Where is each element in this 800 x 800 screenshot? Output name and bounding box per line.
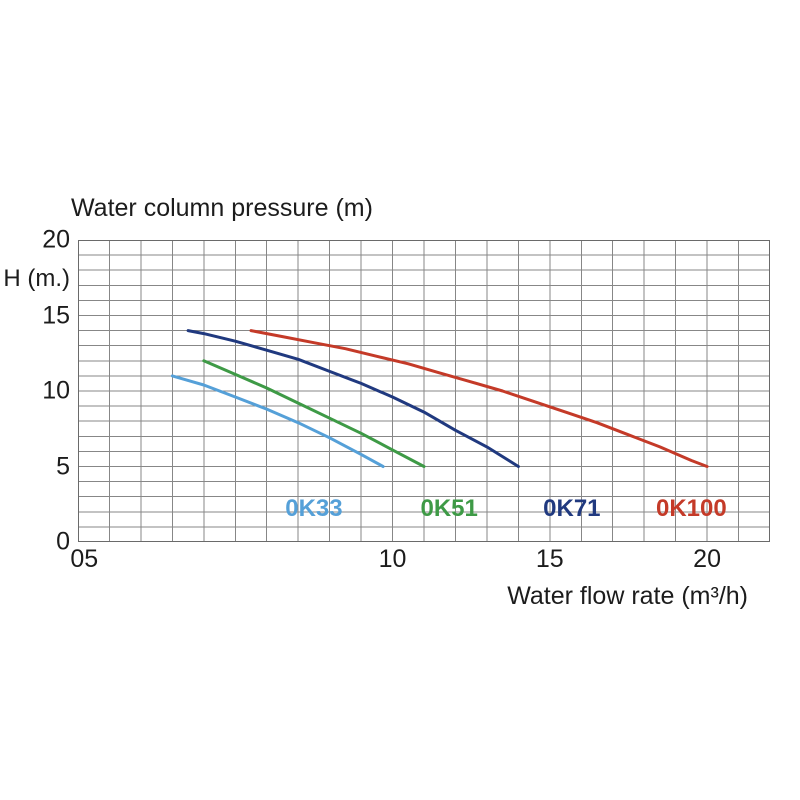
y-tick-label-20: 20 [42,225,70,254]
series-label-0K51: 0K51 [420,494,478,522]
x-tick-label-10: 10 [378,545,407,573]
x-axis-label: Water flow rate (m³/h) [507,582,748,610]
y-tick-label-0: 0 [56,527,70,556]
y-tick-label-5: 5 [56,452,70,480]
series-label-0K71: 0K71 [543,494,601,522]
chart-title: Water column pressure (m) [71,194,373,222]
curve-0K71 [186,329,520,468]
y-tick-label-10: 10 [42,376,70,405]
series-label-0K100: 0K100 [655,494,727,522]
y-tick-label-15: 15 [42,301,70,329]
curve-0K33 [170,374,385,468]
x-tick-label-20: 20 [693,545,721,573]
curve-0K100 [249,329,709,468]
x-tick-label-05: 05 [70,545,99,573]
plot-border [78,240,770,542]
plot-area [78,240,770,542]
curve-0K51 [202,359,426,468]
x-tick-label-15: 15 [535,545,564,573]
series-label-0K33: 0K33 [285,494,343,522]
y-axis-unit-label: H (m.) [3,265,70,292]
